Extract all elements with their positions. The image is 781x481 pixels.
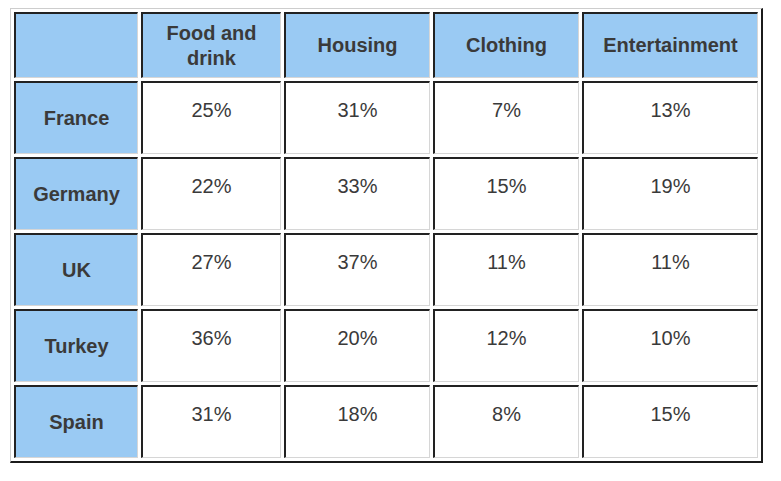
cell-germany-clothing: 15% [433,157,579,230]
row-header-uk: UK [14,233,138,306]
cell-germany-food: 22% [141,157,281,230]
expenditure-table: Food and drink Housing Clothing Entertai… [10,8,763,463]
table-row-turkey: Turkey 36% 20% 12% 10% [14,309,758,382]
row-header-turkey: Turkey [14,309,138,382]
cell-spain-entertainment: 15% [582,385,758,458]
table-row-uk: UK 27% 37% 11% 11% [14,233,758,306]
cell-uk-entertainment: 11% [582,233,758,306]
cell-germany-entertainment: 19% [582,157,758,230]
cell-france-housing: 31% [284,81,430,154]
column-header-entertainment: Entertainment [582,12,758,78]
row-header-france: France [14,81,138,154]
table-row-france: France 25% 31% 7% 13% [14,81,758,154]
cell-germany-housing: 33% [284,157,430,230]
corner-cell [14,12,138,78]
column-header-food-and-drink: Food and drink [141,12,281,78]
cell-turkey-entertainment: 10% [582,309,758,382]
cell-spain-food: 31% [141,385,281,458]
cell-turkey-clothing: 12% [433,309,579,382]
cell-france-food: 25% [141,81,281,154]
cell-uk-clothing: 11% [433,233,579,306]
cell-uk-housing: 37% [284,233,430,306]
table-row-germany: Germany 22% 33% 15% 19% [14,157,758,230]
cell-turkey-food: 36% [141,309,281,382]
table-row-spain: Spain 31% 18% 8% 15% [14,385,758,458]
row-header-spain: Spain [14,385,138,458]
cell-uk-food: 27% [141,233,281,306]
cell-spain-housing: 18% [284,385,430,458]
cell-spain-clothing: 8% [433,385,579,458]
cell-france-entertainment: 13% [582,81,758,154]
cell-turkey-housing: 20% [284,309,430,382]
table-header-row: Food and drink Housing Clothing Entertai… [14,12,758,78]
column-header-housing: Housing [284,12,430,78]
cell-france-clothing: 7% [433,81,579,154]
row-header-germany: Germany [14,157,138,230]
page: Food and drink Housing Clothing Entertai… [0,0,781,463]
column-header-clothing: Clothing [433,12,579,78]
